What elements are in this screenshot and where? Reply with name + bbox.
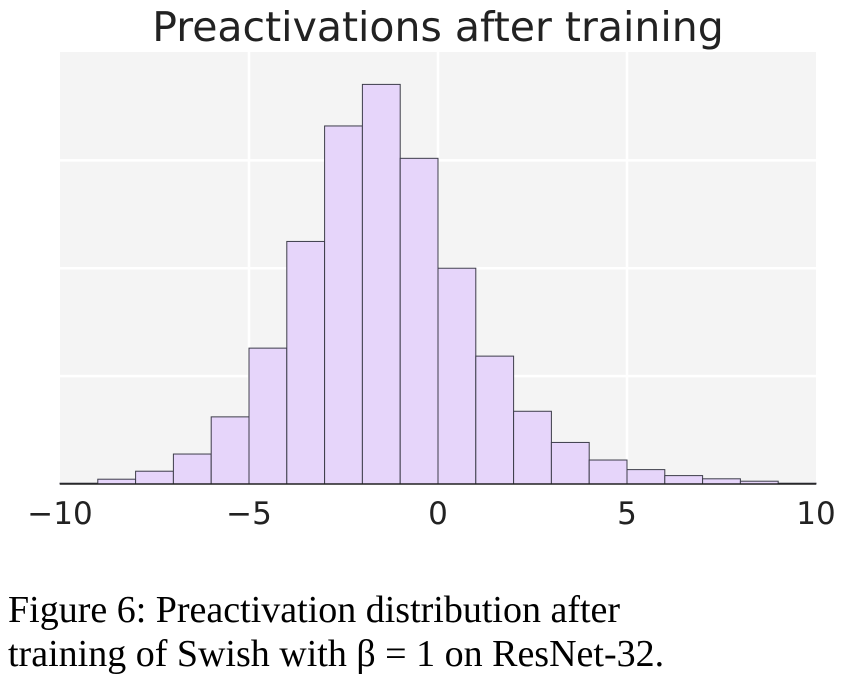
histogram-bar — [286, 240, 326, 485]
histogram-bar — [248, 347, 288, 485]
caption-line-2: training of Swish with β = 1 on ResNet-3… — [8, 633, 665, 675]
figure-caption: Figure 6: Preactivation distribution aft… — [8, 588, 838, 676]
histogram-bar — [437, 267, 477, 485]
chart-title: Preactivations after training — [152, 3, 724, 51]
x-tick-label: −5 — [226, 496, 272, 532]
histogram-bar — [324, 125, 363, 485]
histogram-bar — [135, 470, 174, 485]
histogram-bar — [475, 355, 515, 485]
histogram-bar — [664, 475, 704, 485]
histogram-bars — [59, 83, 817, 485]
histogram-chart: −10 −5 0 5 10 — [27, 52, 836, 532]
histogram-bar — [361, 83, 401, 485]
x-tick-label: 0 — [428, 496, 448, 532]
histogram-bar — [513, 410, 552, 485]
histogram-bar — [210, 416, 250, 485]
x-tick-label: −10 — [27, 496, 92, 532]
histogram-bar — [172, 453, 212, 485]
x-tick-label: 10 — [796, 496, 835, 532]
caption-line-1: Figure 6: Preactivation distribution aft… — [8, 589, 621, 631]
x-tick-label: 5 — [617, 496, 637, 532]
x-axis-ticks: −10 −5 0 5 10 — [27, 496, 835, 532]
histogram-bar — [588, 459, 628, 485]
histogram-bar — [550, 441, 590, 485]
histogram-bar — [626, 469, 666, 485]
histogram-bar — [399, 157, 439, 485]
histogram-bar — [702, 478, 741, 485]
